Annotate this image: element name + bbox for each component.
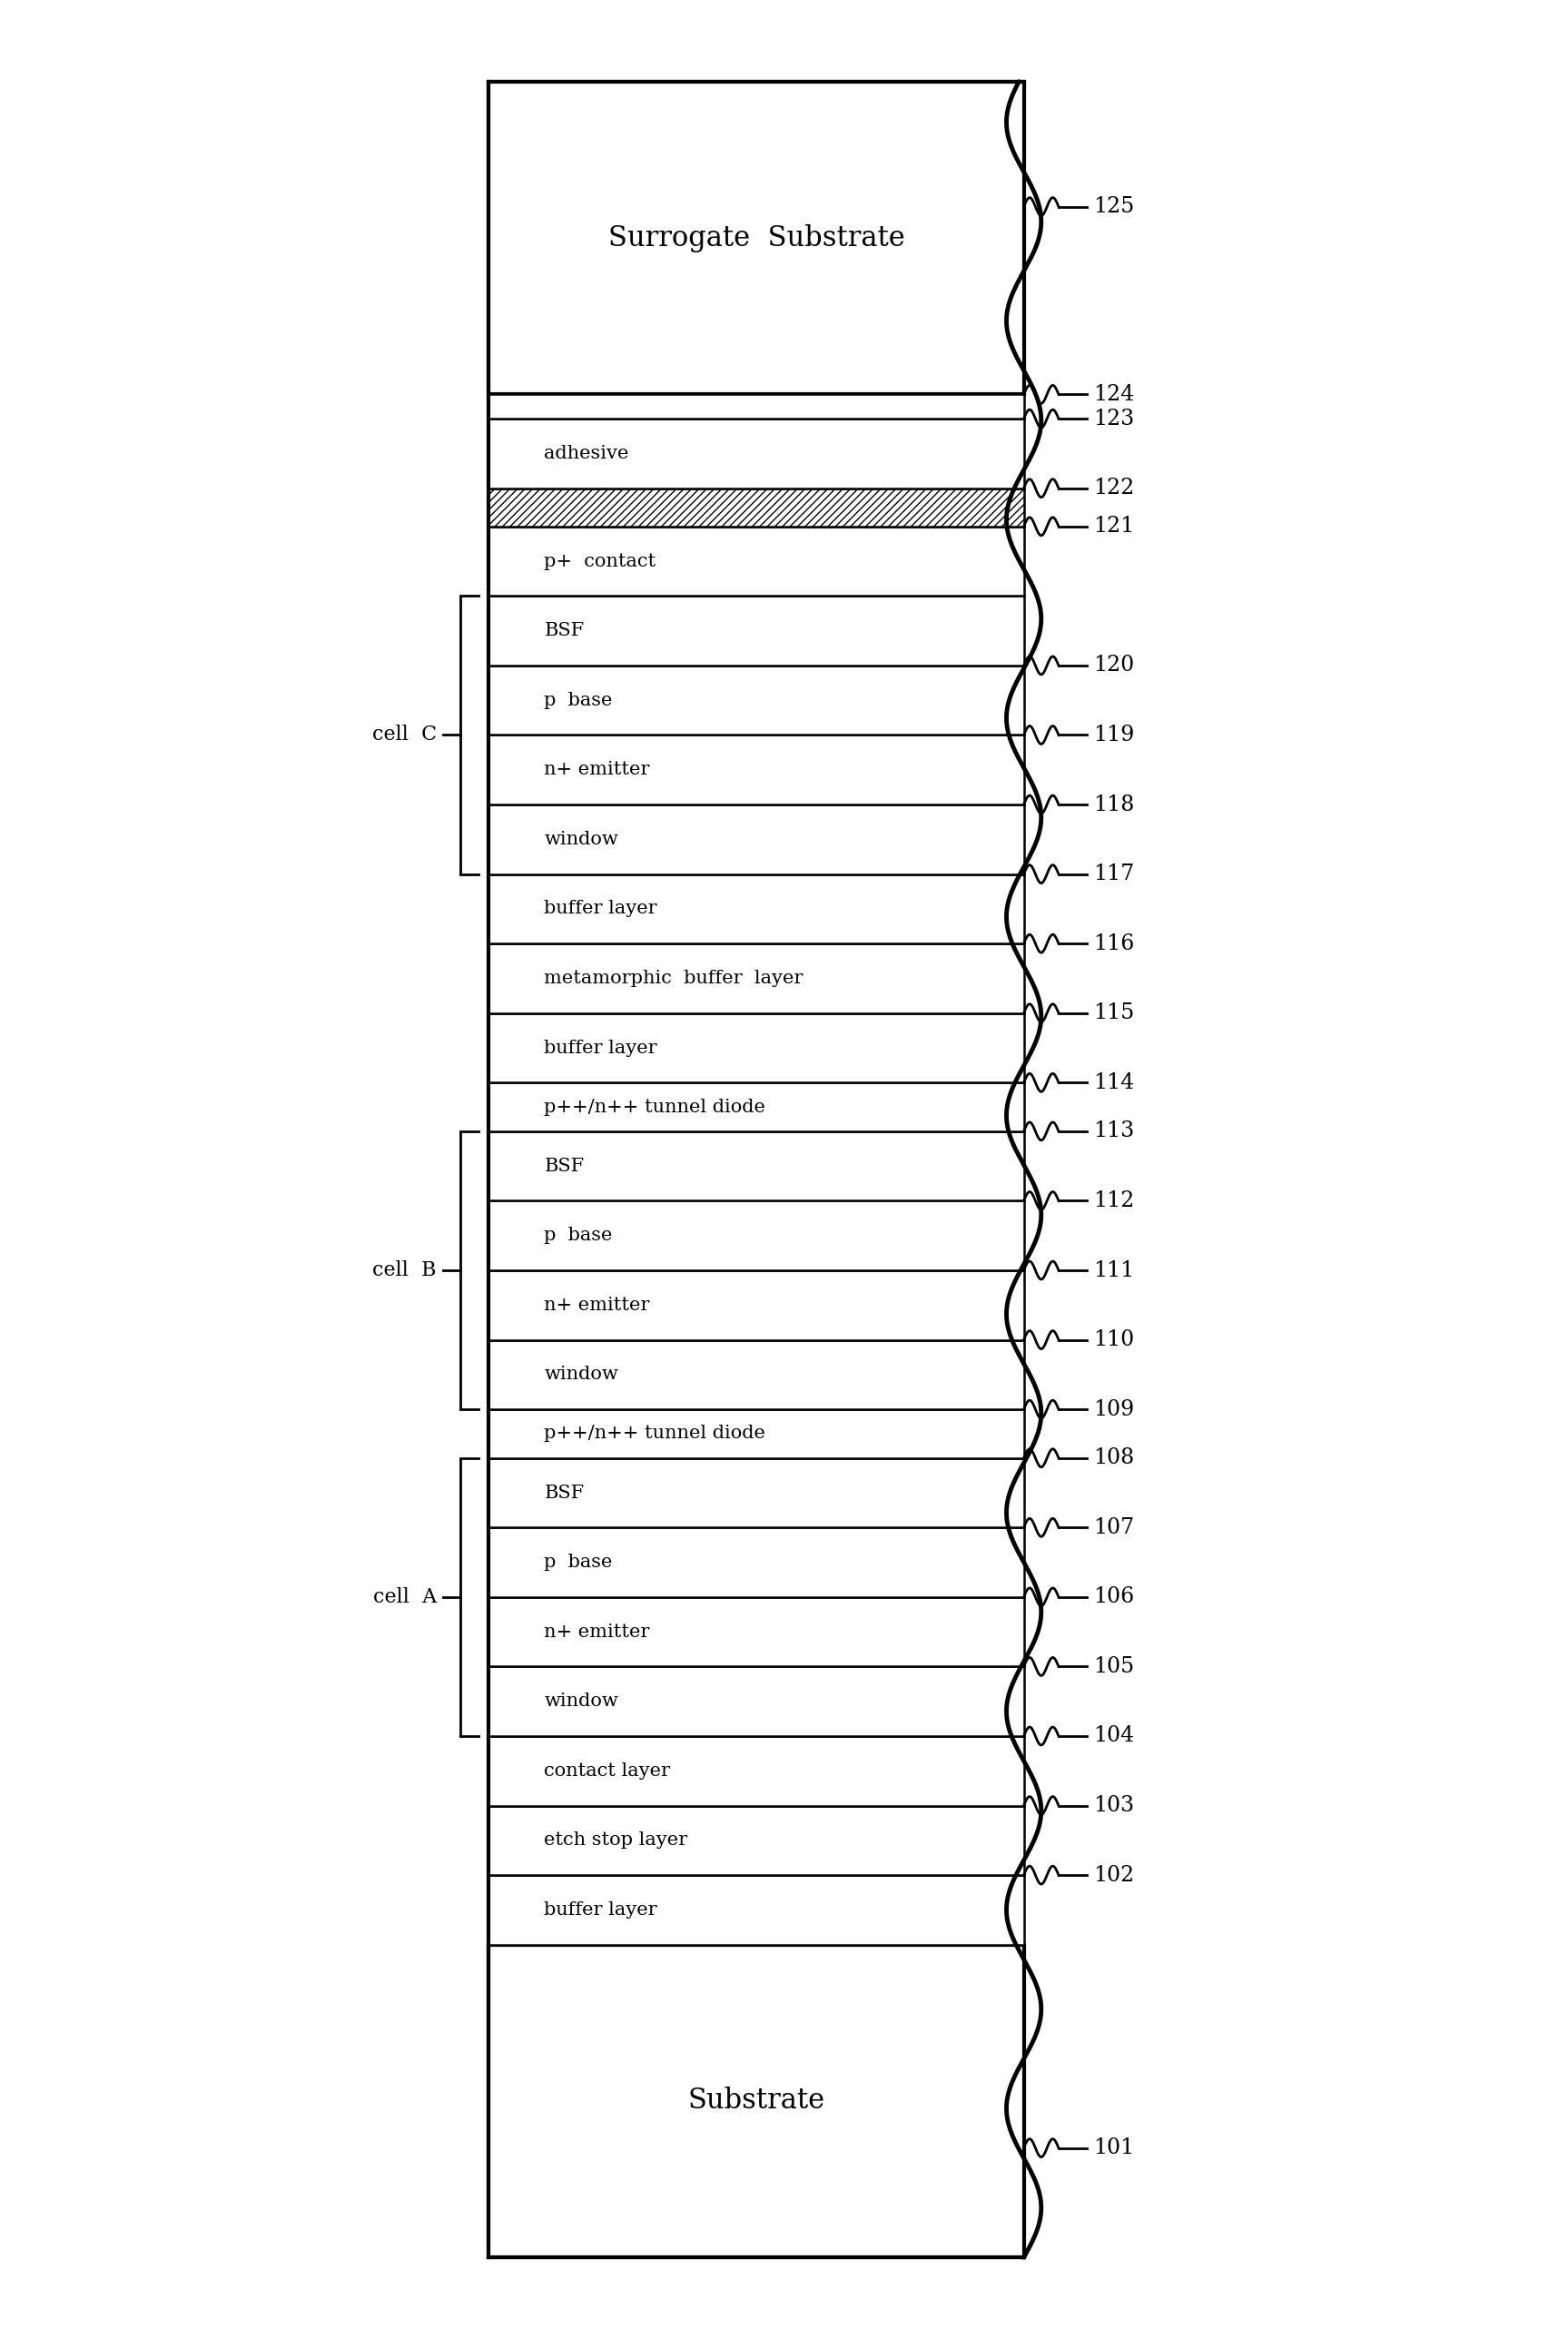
Bar <box>489 395 1024 419</box>
Text: n+ emitter: n+ emitter <box>544 760 649 779</box>
Text: p  base: p base <box>544 692 613 709</box>
Bar <box>489 1083 1024 1132</box>
Bar <box>489 875 1024 943</box>
Text: 125: 125 <box>1093 196 1134 218</box>
Text: etch stop layer: etch stop layer <box>544 1831 688 1848</box>
Text: adhesive: adhesive <box>544 444 629 463</box>
Text: 121: 121 <box>1093 517 1135 538</box>
Text: 122: 122 <box>1093 477 1135 498</box>
Text: p++/n++ tunnel diode: p++/n++ tunnel diode <box>544 1099 765 1116</box>
Text: BSF: BSF <box>544 1485 585 1502</box>
Bar <box>489 1132 1024 1200</box>
Text: p+  contact: p+ contact <box>544 552 655 571</box>
Bar <box>489 1944 1024 2257</box>
Text: 107: 107 <box>1093 1518 1134 1539</box>
Text: Surrogate  Substrate: Surrogate Substrate <box>608 225 905 253</box>
Text: p++/n++ tunnel diode: p++/n++ tunnel diode <box>544 1424 765 1443</box>
Text: buffer layer: buffer layer <box>544 901 657 917</box>
Text: 123: 123 <box>1093 409 1134 428</box>
Text: 119: 119 <box>1093 725 1135 746</box>
Text: 105: 105 <box>1093 1656 1134 1677</box>
Text: cell  A: cell A <box>373 1588 436 1607</box>
Text: 106: 106 <box>1093 1586 1134 1607</box>
Text: 116: 116 <box>1093 933 1135 954</box>
Text: n+ emitter: n+ emitter <box>544 1296 649 1315</box>
Text: 117: 117 <box>1093 863 1134 884</box>
Text: window: window <box>544 1693 618 1710</box>
Text: 109: 109 <box>1093 1399 1134 1420</box>
Text: 115: 115 <box>1093 1003 1134 1024</box>
Text: buffer layer: buffer layer <box>544 1039 657 1057</box>
Text: 103: 103 <box>1093 1794 1134 1815</box>
Text: 111: 111 <box>1093 1261 1135 1282</box>
Text: 114: 114 <box>1093 1071 1135 1092</box>
Bar <box>489 1270 1024 1340</box>
Bar <box>489 82 1024 395</box>
Bar <box>489 1340 1024 1410</box>
Bar <box>489 596 1024 667</box>
Text: 104: 104 <box>1093 1726 1134 1747</box>
Bar <box>489 419 1024 489</box>
Bar <box>489 1013 1024 1083</box>
Text: window: window <box>544 1366 618 1382</box>
Text: window: window <box>544 830 618 849</box>
Text: 110: 110 <box>1093 1329 1134 1350</box>
Text: buffer layer: buffer layer <box>544 1902 657 1918</box>
Text: Substrate: Substrate <box>688 2086 825 2114</box>
Text: 112: 112 <box>1093 1191 1135 1212</box>
Bar <box>489 1806 1024 1876</box>
Bar <box>489 734 1024 805</box>
Text: BSF: BSF <box>544 1158 585 1174</box>
Bar <box>489 943 1024 1013</box>
Bar <box>489 805 1024 875</box>
Text: n+ emitter: n+ emitter <box>544 1623 649 1640</box>
Bar <box>489 667 1024 734</box>
Text: cell  C: cell C <box>372 725 436 746</box>
Text: 102: 102 <box>1093 1864 1134 1885</box>
Bar <box>489 1527 1024 1598</box>
Text: contact layer: contact layer <box>544 1761 671 1780</box>
Text: 118: 118 <box>1093 793 1135 814</box>
Bar <box>489 1200 1024 1270</box>
Text: p  base: p base <box>544 1228 613 1244</box>
Text: p  base: p base <box>544 1553 613 1572</box>
Text: 113: 113 <box>1093 1120 1134 1141</box>
Bar <box>489 1736 1024 1806</box>
Bar <box>489 1598 1024 1668</box>
Bar <box>489 1876 1024 1944</box>
Text: 101: 101 <box>1093 2138 1134 2159</box>
Bar <box>489 1410 1024 1457</box>
Bar <box>489 526 1024 596</box>
Text: 120: 120 <box>1093 655 1134 676</box>
Bar <box>489 1668 1024 1736</box>
Bar <box>489 489 1024 526</box>
Text: 124: 124 <box>1093 384 1135 405</box>
Text: cell  B: cell B <box>373 1261 436 1279</box>
Text: BSF: BSF <box>544 622 585 639</box>
Text: metamorphic  buffer  layer: metamorphic buffer layer <box>544 971 803 987</box>
Bar <box>489 1457 1024 1527</box>
Text: 108: 108 <box>1093 1448 1134 1469</box>
